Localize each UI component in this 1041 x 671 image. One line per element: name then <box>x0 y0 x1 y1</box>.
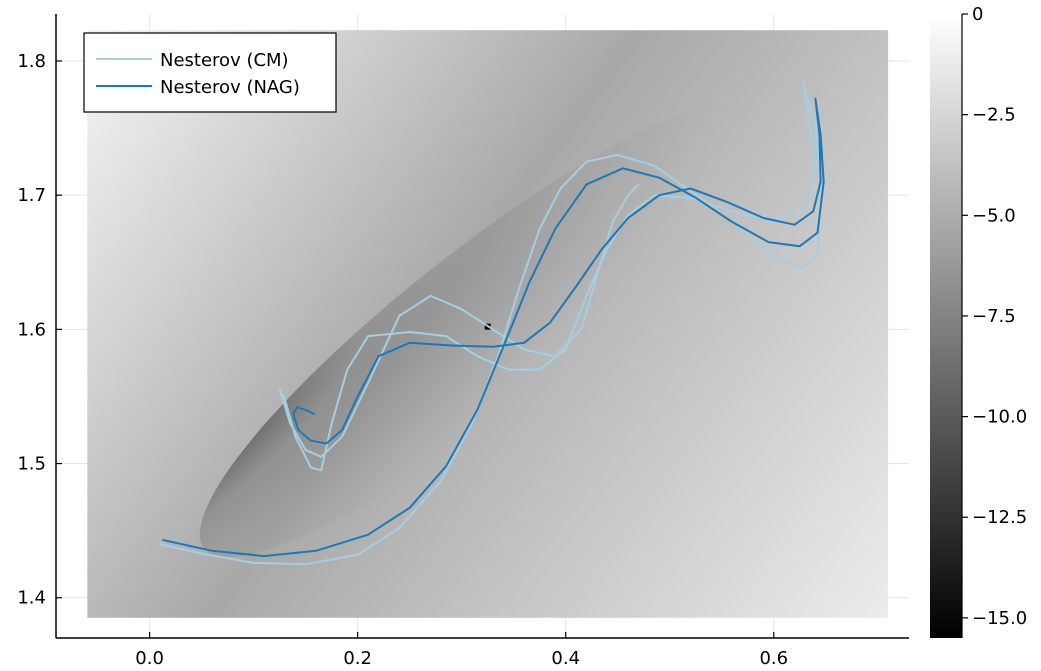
series-line-0 <box>159 80 823 566</box>
y-tick-label-4: 1.8 <box>17 51 46 72</box>
legend-label-nag: Nesterov (NAG) <box>160 77 300 98</box>
legend-box <box>83 32 337 113</box>
y-tick-label-2: 1.6 <box>17 319 46 340</box>
series-group <box>159 80 825 566</box>
axes: 0.0 0.2 0.4 0.6 1.4 1.5 1.6 1.7 1.8 <box>17 14 909 669</box>
heatmap <box>87 30 889 618</box>
y-tick-label-0: 1.4 <box>17 588 46 609</box>
x-tick-label-1: 0.2 <box>343 648 372 669</box>
x-tick-label-2: 0.4 <box>551 648 580 669</box>
legend-label-cm: Nesterov (CM) <box>160 50 289 71</box>
y-ticks: 1.4 1.5 1.6 1.7 1.8 <box>17 51 62 609</box>
colorbar-tick-label-1: −2.5 <box>972 105 1016 126</box>
series-line-1 <box>162 97 825 558</box>
x-tick-label-3: 0.6 <box>759 648 788 669</box>
y-tick-label-3: 1.7 <box>17 185 46 206</box>
colorbar-tick-label-6: −15.0 <box>972 608 1027 629</box>
colorbar-tick-label-2: −5.0 <box>972 205 1016 226</box>
x-ticks: 0.0 0.2 0.4 0.6 <box>135 632 788 669</box>
legend: Nesterov (CM) Nesterov (NAG) <box>83 32 337 113</box>
y-tick-label-1: 1.5 <box>17 454 46 475</box>
colorbar-ticks: 0 −2.5 −5.0 −7.5 −10.0 −12.5 −15.0 <box>962 4 1027 629</box>
colorbar-gradient-bar <box>930 14 962 638</box>
colorbar-tick-label-5: −12.5 <box>972 507 1027 528</box>
colorbar-tick-label-0: 0 <box>972 4 983 25</box>
colorbar-tick-label-4: −10.0 <box>972 407 1027 428</box>
colorbar: 0 −2.5 −5.0 −7.5 −10.0 −12.5 −15.0 <box>930 4 1027 638</box>
colorbar-tick-label-3: −7.5 <box>972 306 1016 327</box>
x-tick-label-0: 0.0 <box>135 648 164 669</box>
